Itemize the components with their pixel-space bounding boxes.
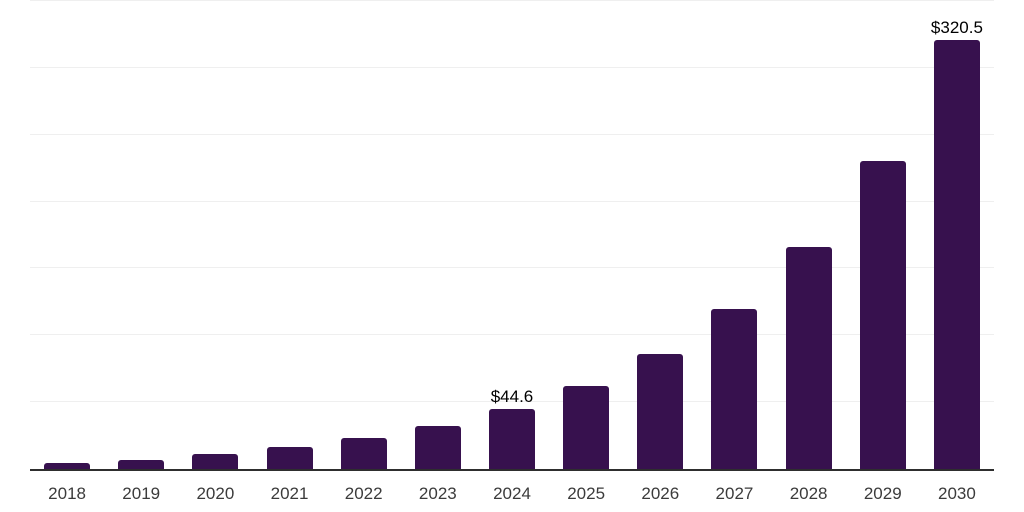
x-tick-2026: 2026 — [641, 484, 680, 503]
x-tick-2029: 2029 — [863, 484, 902, 503]
x-tick-2021: 2021 — [270, 484, 309, 503]
x-tick-2030: 2030 — [938, 484, 976, 503]
bar-2028 — [785, 247, 832, 469]
gridline-250 — [30, 133, 994, 135]
bar-2029 — [859, 160, 906, 469]
bar-2022 — [340, 437, 387, 469]
x-tick-2020: 2020 — [196, 484, 235, 503]
gridline-50 — [30, 401, 994, 403]
x-tick-2028: 2028 — [789, 484, 828, 503]
x-tick-2023: 2023 — [418, 484, 457, 503]
data-label-2024: $44.6 — [490, 387, 534, 407]
x-axis-tick-labels: 2018 2019 2020 2021 2022 2023 2024 2025 2026 2027… — [30, 483, 994, 505]
x-tick-2025: 2025 — [567, 484, 606, 503]
gridline-150 — [30, 267, 994, 269]
bar-2026 — [637, 354, 684, 469]
gridline-300 — [30, 66, 994, 68]
gridline-100 — [30, 334, 994, 336]
x-tick-2019: 2019 — [122, 484, 161, 503]
bar-2020 — [192, 454, 239, 469]
bar-2024 — [489, 409, 535, 469]
bar-2030 — [933, 40, 980, 469]
bar-2023 — [414, 426, 461, 469]
data-label-2030: $320.5 — [930, 18, 983, 38]
x-tick-2022: 2022 — [344, 484, 383, 503]
bar-2021 — [266, 447, 313, 469]
bar-2018 — [44, 463, 91, 469]
gridline-350 — [30, 0, 994, 1]
bar-2027 — [711, 309, 758, 469]
gridline-200 — [30, 200, 994, 202]
bar-2025 — [563, 386, 610, 469]
bar-2019 — [118, 460, 165, 469]
x-tick-2024: 2024 — [493, 484, 531, 503]
plot-area: $44.6 $320.5 — [30, 0, 994, 471]
x-tick-2027: 2027 — [715, 484, 754, 503]
x-tick-2018: 2018 — [48, 484, 86, 503]
